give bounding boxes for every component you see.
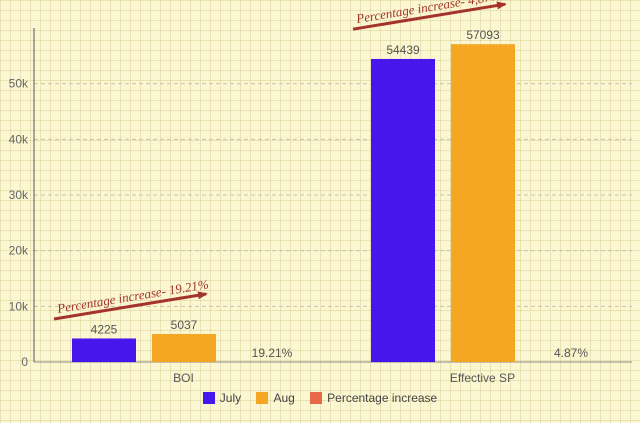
data-label-aug-effective-sp: 57093 [466,28,500,42]
legend-item-percentage-increase[interactable]: Percentage increase [310,391,437,405]
y-tick-label-20k: 20k [9,244,29,258]
y-tick-label-40k: 40k [9,132,29,146]
data-label-july-effective-sp: 54439 [386,43,420,57]
bar-aug-effective-sp [451,44,515,362]
legend-swatch-july [202,392,215,404]
annotation-arrow-effective-sp [352,1,507,31]
data-label-july-boi: 4225 [91,322,118,336]
legend-label-july: July [219,391,242,405]
bar-july-boi [72,338,136,362]
annotation-text-effective-sp: Percentage increase- 4,87% [354,0,502,26]
legend-label-aug: Aug [273,391,295,405]
data-label-percentage-increase-boi: 19.21% [252,346,293,360]
y-tick-label-30k: 30k [9,188,29,202]
chart-legend: July Aug Percentage increase [0,391,640,407]
bar-july-effective-sp [371,58,435,362]
legend-swatch-percentage-increase [310,392,323,404]
x-tick-label-effective-sp: Effective SP [450,371,515,385]
x-tick-label-boi: BOI [173,371,194,385]
y-tick-label-50k: 50k [9,77,29,91]
legend-item-aug[interactable]: Aug [256,391,295,405]
data-label-percentage-increase-effective-sp: 4.87% [554,346,588,360]
legend-swatch-aug [256,392,269,404]
annotation-arrow-boi [53,291,208,321]
legend-label-percentage-increase: Percentage increase [327,391,438,405]
y-tick-label-10k: 10k [9,299,29,313]
y-tick-label-0: 0 [21,355,28,369]
legend-item-july[interactable]: July [202,391,242,405]
data-label-aug-boi: 5037 [171,318,198,332]
bar-aug-boi [152,333,216,362]
